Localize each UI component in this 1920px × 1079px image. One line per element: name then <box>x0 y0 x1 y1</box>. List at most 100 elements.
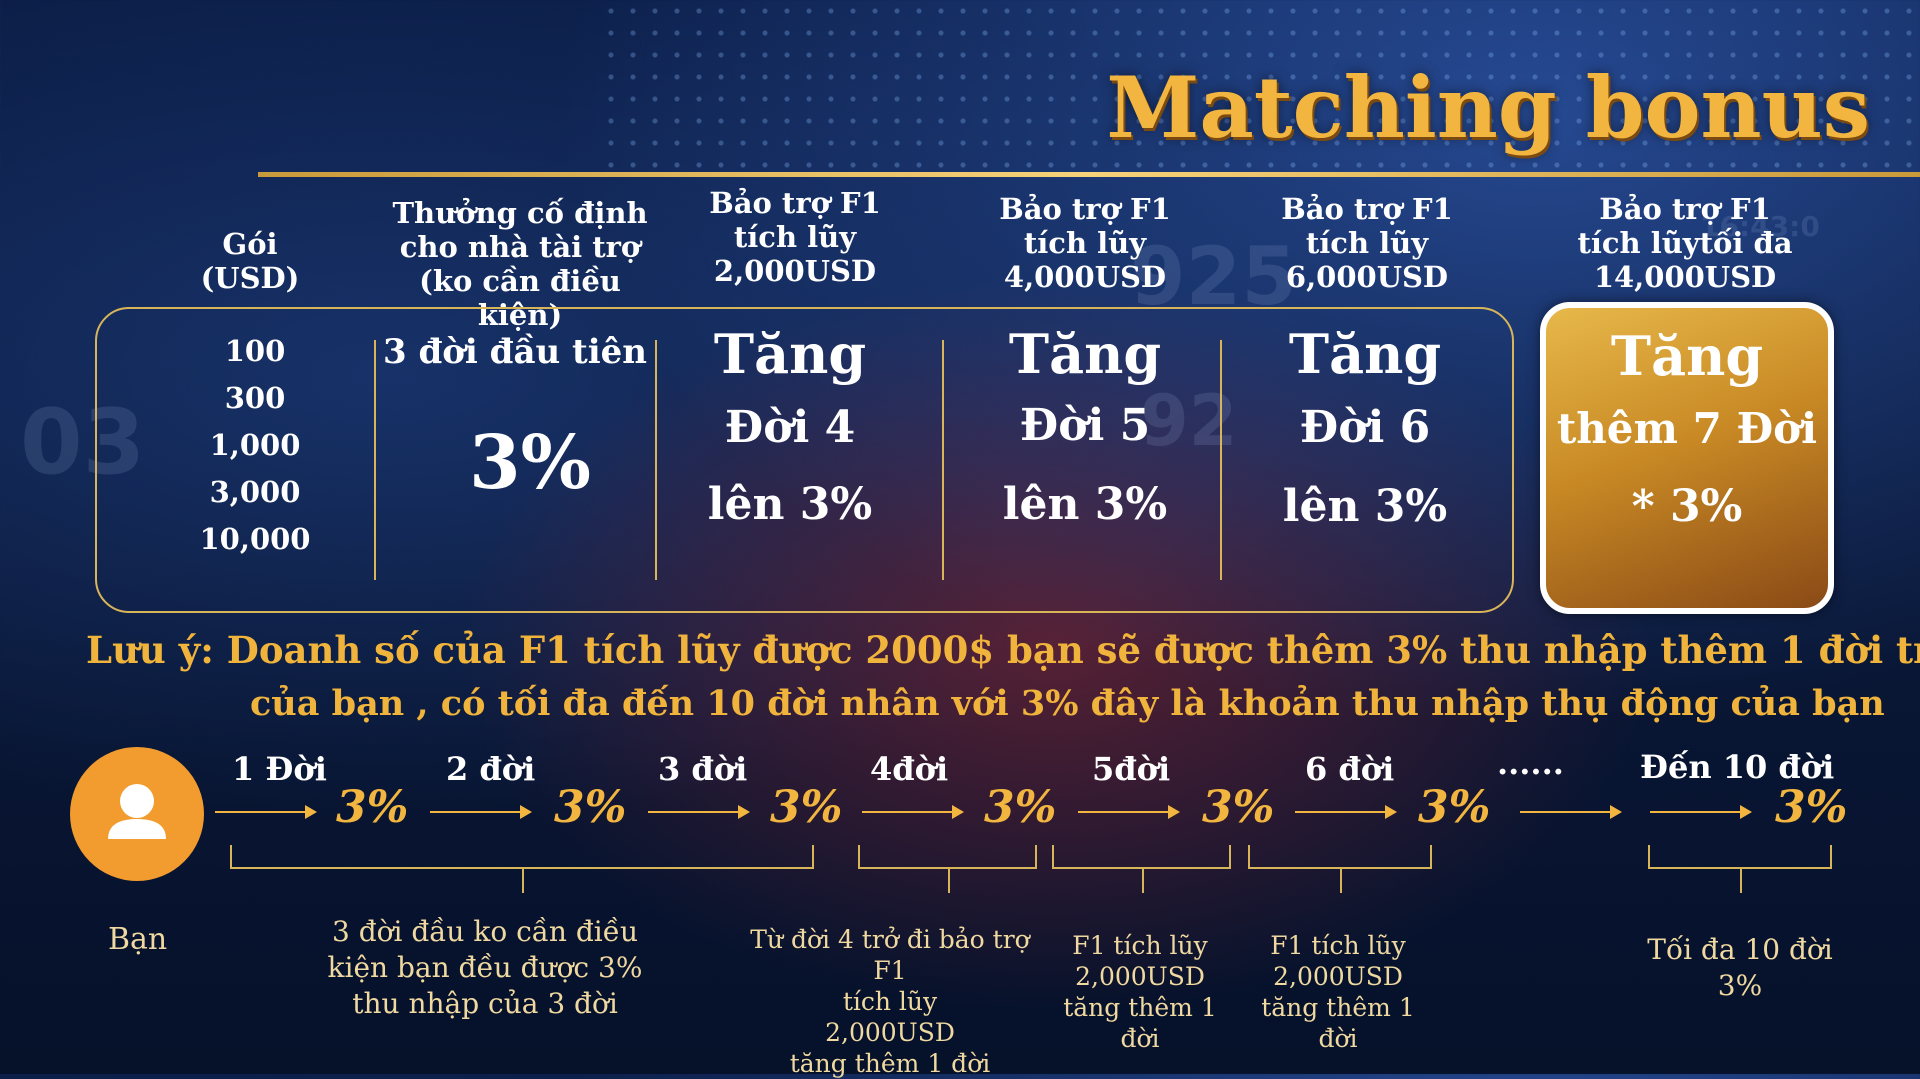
header-col1: Bảo trợ F1 tích lũy 2,000USD <box>690 186 900 288</box>
caption-gen6: F1 tích lũy 2,000USD tăng thêm 1 đời <box>1238 930 1438 1054</box>
gen-percent: 3% <box>1202 782 1275 833</box>
flow-arrow <box>215 805 317 819</box>
max-bonus-line2: thêm 7 Đời <box>1556 404 1818 453</box>
bonus-col3: Tăng Đời 6 lên 3% <box>1240 322 1490 544</box>
column-divider <box>942 340 944 580</box>
group-brace <box>1052 845 1231 893</box>
caption-line: Tối đa 10 đời <box>1647 933 1833 966</box>
bonus-col3-line2: Đời 6 <box>1299 402 1431 453</box>
gen-label: ...... <box>1497 744 1564 782</box>
gen-label: 3 đời <box>658 750 748 788</box>
header-col3: Bảo trợ F1 tích lũy 6,000USD <box>1262 192 1472 294</box>
flow-arrow <box>1520 805 1622 819</box>
fixed-bonus-label: 3 đời đầu tiên <box>382 332 648 372</box>
header-col2: Bảo trợ F1 tích lũy 4,000USD <box>980 192 1190 294</box>
user-avatar <box>70 747 204 881</box>
max-bonus-card: Tăng thêm 7 Đời * 3% <box>1540 302 1834 614</box>
header-col3-line2: tích lũy <box>1305 226 1429 260</box>
caption-line: F1 tích lũy <box>1072 931 1208 960</box>
caption-line: 3% <box>1717 969 1763 1002</box>
max-bonus-line3: * 3% <box>1631 481 1743 532</box>
caption-first-three: 3 đời đầu ko cần điều kiện bạn đều được … <box>325 914 645 1022</box>
caption-line: kiện bạn đều được 3% <box>327 951 643 984</box>
package-item: 100 <box>224 334 286 368</box>
gen-label: 4đời <box>870 750 949 788</box>
bonus-col3-line1: Tăng <box>1288 322 1442 386</box>
you-label: Bạn <box>108 922 168 957</box>
group-brace <box>230 845 814 893</box>
header-col2-line3: 4,000USD <box>1003 260 1167 294</box>
bonus-col1-line3: lên 3% <box>707 479 873 530</box>
package-item: 3,000 <box>209 475 301 509</box>
header-fixed-line3: (ko cần điều kiện) <box>419 264 621 332</box>
caption-max: Tối đa 10 đời 3% <box>1620 932 1860 1004</box>
flow-arrow <box>430 805 532 819</box>
gen-label: Đến 10 đời <box>1640 748 1835 786</box>
package-item: 300 <box>224 381 286 415</box>
fixed-bonus-value: 3% <box>469 420 591 506</box>
flow-arrow <box>1295 805 1397 819</box>
flow-arrow <box>648 805 750 819</box>
caption-line: tăng thêm 1 đời <box>1063 993 1217 1053</box>
caption-gen5: F1 tích lũy 2,000USD tăng thêm 1 đời <box>1040 930 1240 1054</box>
header-col1-line1: Bảo trợ F1 <box>709 186 881 220</box>
background-dots <box>600 0 1920 175</box>
max-bonus-content: Tăng thêm 7 Đời * 3% <box>1546 324 1828 544</box>
header-col1-line3: 2,000USD <box>713 254 877 288</box>
caption-line: 2,000USD <box>1075 962 1205 991</box>
caption-line: tích lũy <box>842 987 938 1016</box>
bonus-col2-line2: Đời 5 <box>1019 400 1151 451</box>
header-col2-line1: Bảo trợ F1 <box>999 192 1171 226</box>
gen-label: 2 đời <box>446 750 536 788</box>
gen-percent: 3% <box>336 782 409 833</box>
title-underline <box>258 172 1920 177</box>
caption-gen4: Từ đời 4 trở đi bảo trợ F1 tích lũy 2,00… <box>730 924 1050 1079</box>
package-item: 1,000 <box>209 428 301 462</box>
caption-line: tăng thêm 1 đời <box>789 1049 991 1078</box>
gen-label: 1 Đời <box>232 750 327 788</box>
header-col4-line3: 14,000USD <box>1593 260 1777 294</box>
page-title: Matching bonus <box>1106 58 1870 157</box>
flow-arrow <box>1078 805 1180 819</box>
gen-percent: 3% <box>984 782 1057 833</box>
bonus-col3-line3: lên 3% <box>1282 481 1448 532</box>
header-fixed-line1: Thưởng cố định <box>392 196 648 230</box>
header-col1-line2: tích lũy <box>733 220 857 254</box>
header-col4: Bảo trợ F1 tích lũytối đa 14,000USD <box>1560 192 1810 294</box>
package-item: 10,000 <box>199 522 311 556</box>
bonus-col1-line2: Đời 4 <box>724 402 856 453</box>
bonus-col2: Tăng Đời 5 lên 3% <box>960 322 1210 544</box>
package-list: 100 300 1,000 3,000 10,000 <box>180 328 330 563</box>
note-line2: của bạn , có tối đa đến 10 đời nhân với … <box>250 683 1885 724</box>
header-package: Gói (USD) <box>200 227 300 295</box>
column-divider <box>655 340 657 580</box>
gen-percent: 3% <box>770 782 843 833</box>
note-line1: Lưu ý: Doanh số của F1 tích lũy được 200… <box>86 628 1920 672</box>
bonus-col1: Tăng Đời 4 lên 3% <box>665 322 915 540</box>
caption-line: thu nhập của 3 đời <box>352 987 618 1020</box>
caption-line: tăng thêm 1 đời <box>1261 993 1415 1053</box>
group-brace <box>1648 845 1832 893</box>
background-number: 16:43:0 <box>1700 210 1820 243</box>
gen-label: 6 đời <box>1305 750 1395 788</box>
background-number: 03 <box>20 390 146 495</box>
caption-line: 2,000USD <box>1273 962 1403 991</box>
gen-percent: 3% <box>1418 782 1491 833</box>
gen-percent: 3% <box>1775 782 1848 833</box>
column-divider <box>374 340 376 580</box>
flow-arrow <box>1650 805 1752 819</box>
bonus-col2-line3: lên 3% <box>1002 479 1168 530</box>
caption-line: 2,000USD <box>825 1018 955 1047</box>
column-divider <box>1220 340 1222 580</box>
bonus-table-box <box>95 307 1514 613</box>
header-col4-line2: tích lũytối đa <box>1577 226 1793 260</box>
header-fixed-bonus: Thưởng cố định cho nhà tài trợ (ko cần đ… <box>380 196 660 332</box>
header-col4-line1: Bảo trợ F1 <box>1599 192 1771 226</box>
bonus-col2-line1: Tăng <box>1008 322 1162 386</box>
bonus-col1-line1: Tăng <box>713 322 867 386</box>
caption-line: 3 đời đầu ko cần điều <box>331 915 638 948</box>
group-brace <box>858 845 1037 893</box>
max-bonus-line1: Tăng <box>1610 324 1764 388</box>
gen-label: 5đời <box>1092 750 1171 788</box>
header-col3-line3: 6,000USD <box>1285 260 1449 294</box>
